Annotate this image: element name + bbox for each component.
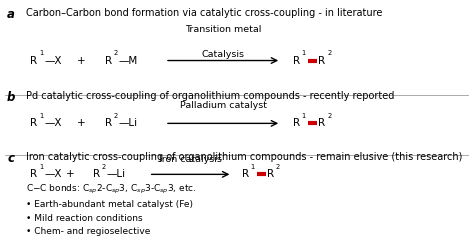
Text: 1: 1: [39, 113, 43, 119]
Text: +: +: [77, 118, 86, 128]
Text: —X: —X: [44, 118, 62, 128]
Text: 1: 1: [39, 50, 43, 56]
Text: +: +: [65, 169, 74, 179]
Text: a: a: [7, 8, 15, 21]
Text: 1: 1: [39, 164, 43, 170]
Text: R: R: [319, 55, 326, 66]
Text: Carbon–Carbon bond formation via catalytic cross-coupling - in literature: Carbon–Carbon bond formation via catalyt…: [26, 8, 382, 18]
Text: R: R: [105, 118, 112, 128]
Text: 1: 1: [250, 164, 255, 170]
Text: 2: 2: [113, 113, 118, 119]
Text: R: R: [93, 169, 100, 179]
Text: —X: —X: [44, 55, 62, 66]
Text: • Mild reaction conditions: • Mild reaction conditions: [26, 214, 142, 223]
Text: b: b: [7, 91, 16, 104]
Text: • Earth-abundant metal catalyst (Fe): • Earth-abundant metal catalyst (Fe): [26, 200, 192, 209]
Text: R: R: [293, 118, 300, 128]
Text: R: R: [30, 118, 37, 128]
Text: —Li: —Li: [107, 169, 126, 179]
Text: +: +: [77, 55, 86, 66]
Text: 2: 2: [102, 164, 106, 170]
Text: 1: 1: [301, 113, 306, 119]
Text: 2: 2: [327, 113, 331, 119]
Text: C$-$C bonds: C$_{sp}$2-C$_{sp}$3, C$_{sp}$3-C$_{sp}$3, etc.: C$-$C bonds: C$_{sp}$2-C$_{sp}$3, C$_{sp…: [26, 183, 196, 196]
Text: Catalysis: Catalysis: [201, 50, 245, 59]
Text: c: c: [7, 152, 14, 165]
Text: R: R: [242, 169, 249, 179]
Text: R: R: [105, 55, 112, 66]
Text: Palladium catalyst: Palladium catalyst: [180, 101, 266, 110]
Text: Pd catalytic cross-coupling of organolithium compounds - recently reported: Pd catalytic cross-coupling of organolit…: [26, 91, 394, 101]
Text: —X: —X: [44, 169, 62, 179]
Text: R: R: [267, 169, 274, 179]
Text: R: R: [30, 169, 37, 179]
Text: Transition metal: Transition metal: [185, 25, 261, 34]
Text: Iron catalytic cross-coupling of organolithium compounds - remain elusive (this : Iron catalytic cross-coupling of organol…: [26, 152, 462, 162]
Text: Iron catalysis: Iron catalysis: [159, 155, 222, 164]
Text: R: R: [30, 55, 37, 66]
Text: 1: 1: [301, 50, 306, 56]
Text: 2: 2: [327, 50, 331, 56]
Text: 2: 2: [276, 164, 280, 170]
Text: • Chem- and regioselective: • Chem- and regioselective: [26, 227, 150, 236]
Text: 2: 2: [113, 50, 118, 56]
Text: —M: —M: [118, 55, 138, 66]
Text: R: R: [319, 118, 326, 128]
Text: —Li: —Li: [118, 118, 137, 128]
Text: R: R: [293, 55, 300, 66]
